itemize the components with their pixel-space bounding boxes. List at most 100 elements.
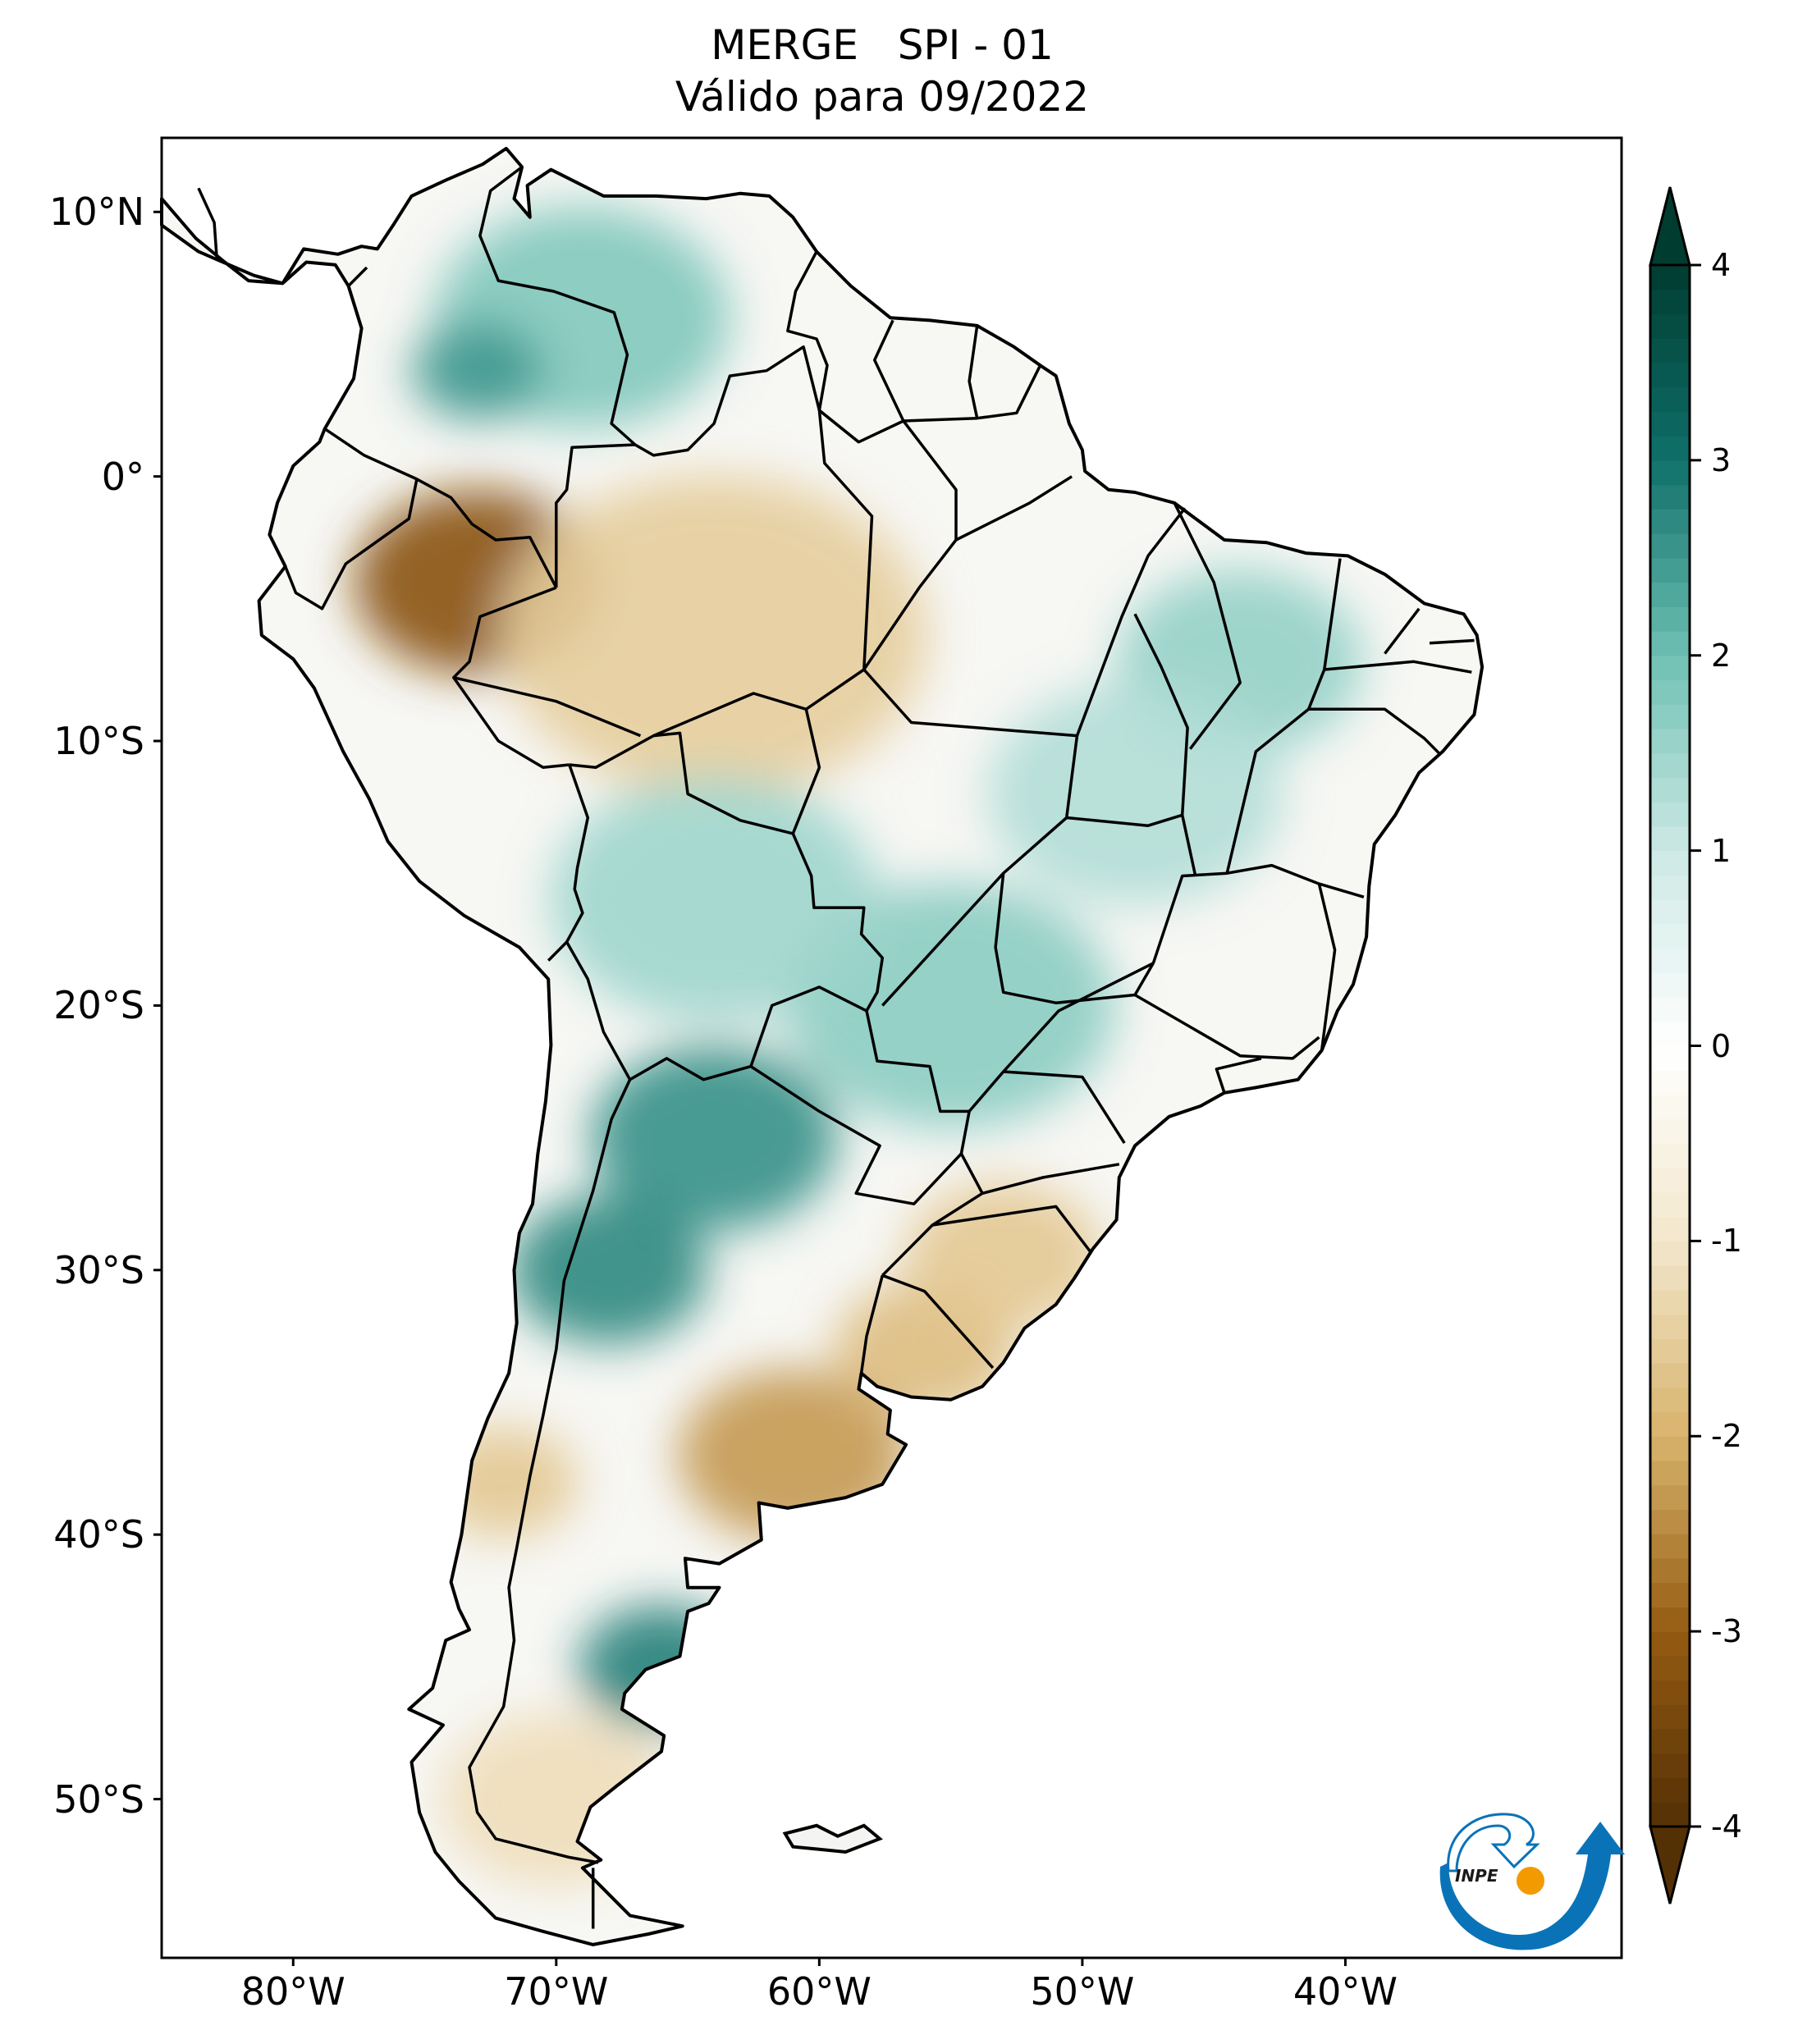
anomaly-region bbox=[550, 776, 879, 1023]
logo-sun bbox=[1517, 1867, 1544, 1895]
x-tick-label: 40°W bbox=[1292, 1969, 1398, 2014]
colorbar-band bbox=[1650, 289, 1690, 315]
border-line bbox=[968, 325, 979, 419]
colorbar-band bbox=[1650, 1143, 1690, 1168]
colorbar-band bbox=[1650, 752, 1690, 779]
border-line bbox=[1308, 707, 1442, 756]
colorbar-band bbox=[1650, 1363, 1690, 1388]
colorbar-band bbox=[1650, 1289, 1690, 1315]
anomaly-region bbox=[501, 475, 928, 796]
border-line bbox=[955, 475, 1073, 542]
colorbar-band bbox=[1650, 582, 1690, 607]
colorbar-band bbox=[1650, 728, 1690, 754]
border-line bbox=[478, 166, 637, 446]
border-line bbox=[347, 266, 368, 287]
colorbar-band bbox=[1650, 679, 1690, 705]
anomaly-region bbox=[510, 1196, 707, 1344]
colorbar-tick-label: -1 bbox=[1711, 1223, 1742, 1260]
colorbar-band bbox=[1650, 1753, 1690, 1779]
colorbar-band bbox=[1650, 899, 1690, 925]
border-line bbox=[981, 1163, 1120, 1195]
y-tick-label: 10°S bbox=[53, 719, 144, 764]
colorbar-band bbox=[1650, 533, 1690, 559]
y-tick-label: 20°S bbox=[53, 983, 144, 1028]
colorbar-band bbox=[1650, 386, 1690, 413]
colorbar-band bbox=[1650, 1021, 1690, 1047]
map-frame bbox=[160, 136, 1623, 1959]
colorbar-tick-label: -2 bbox=[1711, 1418, 1742, 1455]
colorbar-band bbox=[1650, 1265, 1690, 1291]
colorbar-band bbox=[1650, 1509, 1690, 1534]
chart-subtitle: Válido para 09/2022 bbox=[675, 73, 1090, 121]
colorbar-band bbox=[1650, 1216, 1690, 1241]
falkland-islands bbox=[782, 1823, 883, 1854]
colorbar-tick-label: 0 bbox=[1711, 1027, 1732, 1064]
colorbar-band bbox=[1650, 1729, 1690, 1754]
border-line bbox=[994, 735, 1155, 1004]
border-line bbox=[565, 941, 632, 1081]
colorbar-tick-label: 2 bbox=[1711, 637, 1732, 674]
colorbar-band bbox=[1650, 1045, 1690, 1071]
colorbar-band bbox=[1650, 1631, 1690, 1657]
colorbar-band bbox=[1650, 825, 1690, 852]
colorbar-band bbox=[1650, 948, 1690, 973]
logo-swoosh bbox=[1439, 1822, 1625, 1950]
border-line bbox=[872, 319, 905, 422]
y-tick-label: 30°S bbox=[53, 1247, 144, 1292]
colorbar-band bbox=[1650, 1460, 1690, 1486]
colorbar-band bbox=[1650, 1387, 1690, 1413]
colorbar-band bbox=[1650, 704, 1690, 729]
border-line bbox=[1173, 502, 1242, 750]
border-line bbox=[1429, 638, 1475, 645]
colorbar-band bbox=[1650, 1802, 1690, 1827]
border-line bbox=[881, 1153, 984, 1277]
colorbar-band bbox=[1650, 1070, 1690, 1095]
colorbar-band bbox=[1650, 923, 1690, 949]
colorbar-band bbox=[1650, 631, 1690, 656]
colorbar-band bbox=[1650, 484, 1690, 510]
colorbar-band bbox=[1650, 997, 1690, 1022]
x-axis-ticks bbox=[291, 1958, 1347, 1966]
spi-anomaly-field bbox=[354, 207, 1364, 1886]
colorbar-extend-bottom bbox=[1649, 1825, 1691, 1905]
x-tick-label: 50°W bbox=[1030, 1969, 1135, 2014]
colorbar-band bbox=[1650, 655, 1690, 681]
colorbar-tick-label: -4 bbox=[1711, 1809, 1742, 1845]
border-line bbox=[453, 675, 642, 738]
anomaly-region bbox=[987, 683, 1283, 905]
colorbar-band bbox=[1650, 436, 1690, 461]
colorbar-bands bbox=[1650, 265, 1690, 1827]
border-line bbox=[652, 668, 1077, 738]
colorbar-band bbox=[1650, 411, 1690, 437]
border-line bbox=[1133, 613, 1189, 816]
colorbar-band bbox=[1650, 1118, 1690, 1145]
x-tick-label: 60°W bbox=[766, 1969, 872, 2014]
y-tick-label: 0° bbox=[101, 454, 144, 499]
colorbar-band bbox=[1650, 1582, 1690, 1607]
border-line bbox=[1066, 813, 1197, 876]
colorbar-band bbox=[1650, 557, 1690, 583]
colorbar-band bbox=[1650, 1191, 1690, 1218]
border-line bbox=[1151, 863, 1365, 964]
anomaly-region bbox=[411, 321, 543, 420]
border-line bbox=[1003, 1070, 1126, 1145]
border-line bbox=[817, 409, 874, 670]
colorbar-tick-label: -3 bbox=[1711, 1613, 1742, 1650]
colorbar-band bbox=[1650, 1607, 1690, 1632]
logo-arrow-outline bbox=[1447, 1813, 1540, 1873]
colorbar-band bbox=[1650, 460, 1690, 486]
colorbar-band bbox=[1650, 777, 1690, 803]
border-line bbox=[197, 187, 219, 260]
colorbar-tick-label: 3 bbox=[1711, 441, 1732, 478]
colorbar-band bbox=[1650, 606, 1690, 632]
x-tick-label: 80°W bbox=[240, 1969, 345, 2014]
y-tick-label: 10°N bbox=[49, 190, 144, 235]
y-tick-label: 40°S bbox=[53, 1512, 144, 1557]
colorbar-band bbox=[1650, 1168, 1690, 1193]
border-line bbox=[881, 872, 1004, 1007]
border-line bbox=[931, 1205, 1091, 1253]
colorbar-band bbox=[1650, 1534, 1690, 1559]
colorbar-band bbox=[1650, 1094, 1690, 1120]
anomaly-region bbox=[904, 1182, 1102, 1331]
